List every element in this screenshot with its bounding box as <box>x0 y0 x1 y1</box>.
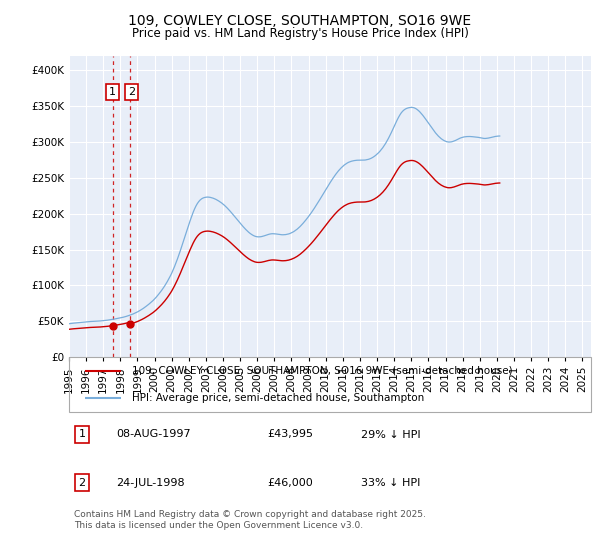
Text: 08-AUG-1997: 08-AUG-1997 <box>116 430 191 440</box>
Text: 2: 2 <box>128 87 135 97</box>
Text: 109, COWLEY CLOSE, SOUTHAMPTON, SO16 9WE: 109, COWLEY CLOSE, SOUTHAMPTON, SO16 9WE <box>128 14 472 28</box>
Text: 2: 2 <box>79 478 86 488</box>
Text: £46,000: £46,000 <box>268 478 313 488</box>
Text: Price paid vs. HM Land Registry's House Price Index (HPI): Price paid vs. HM Land Registry's House … <box>131 27 469 40</box>
Text: 24-JUL-1998: 24-JUL-1998 <box>116 478 185 488</box>
Text: 33% ↓ HPI: 33% ↓ HPI <box>361 478 421 488</box>
Text: 109, COWLEY CLOSE, SOUTHAMPTON, SO16 9WE (semi-detached house): 109, COWLEY CLOSE, SOUTHAMPTON, SO16 9WE… <box>131 366 512 376</box>
Text: HPI: Average price, semi-detached house, Southampton: HPI: Average price, semi-detached house,… <box>131 393 424 403</box>
Text: 29% ↓ HPI: 29% ↓ HPI <box>361 430 421 440</box>
Text: Contains HM Land Registry data © Crown copyright and database right 2025.
This d: Contains HM Land Registry data © Crown c… <box>74 510 426 530</box>
Text: £43,995: £43,995 <box>268 430 313 440</box>
Text: 1: 1 <box>109 87 116 97</box>
Text: 1: 1 <box>79 430 86 440</box>
